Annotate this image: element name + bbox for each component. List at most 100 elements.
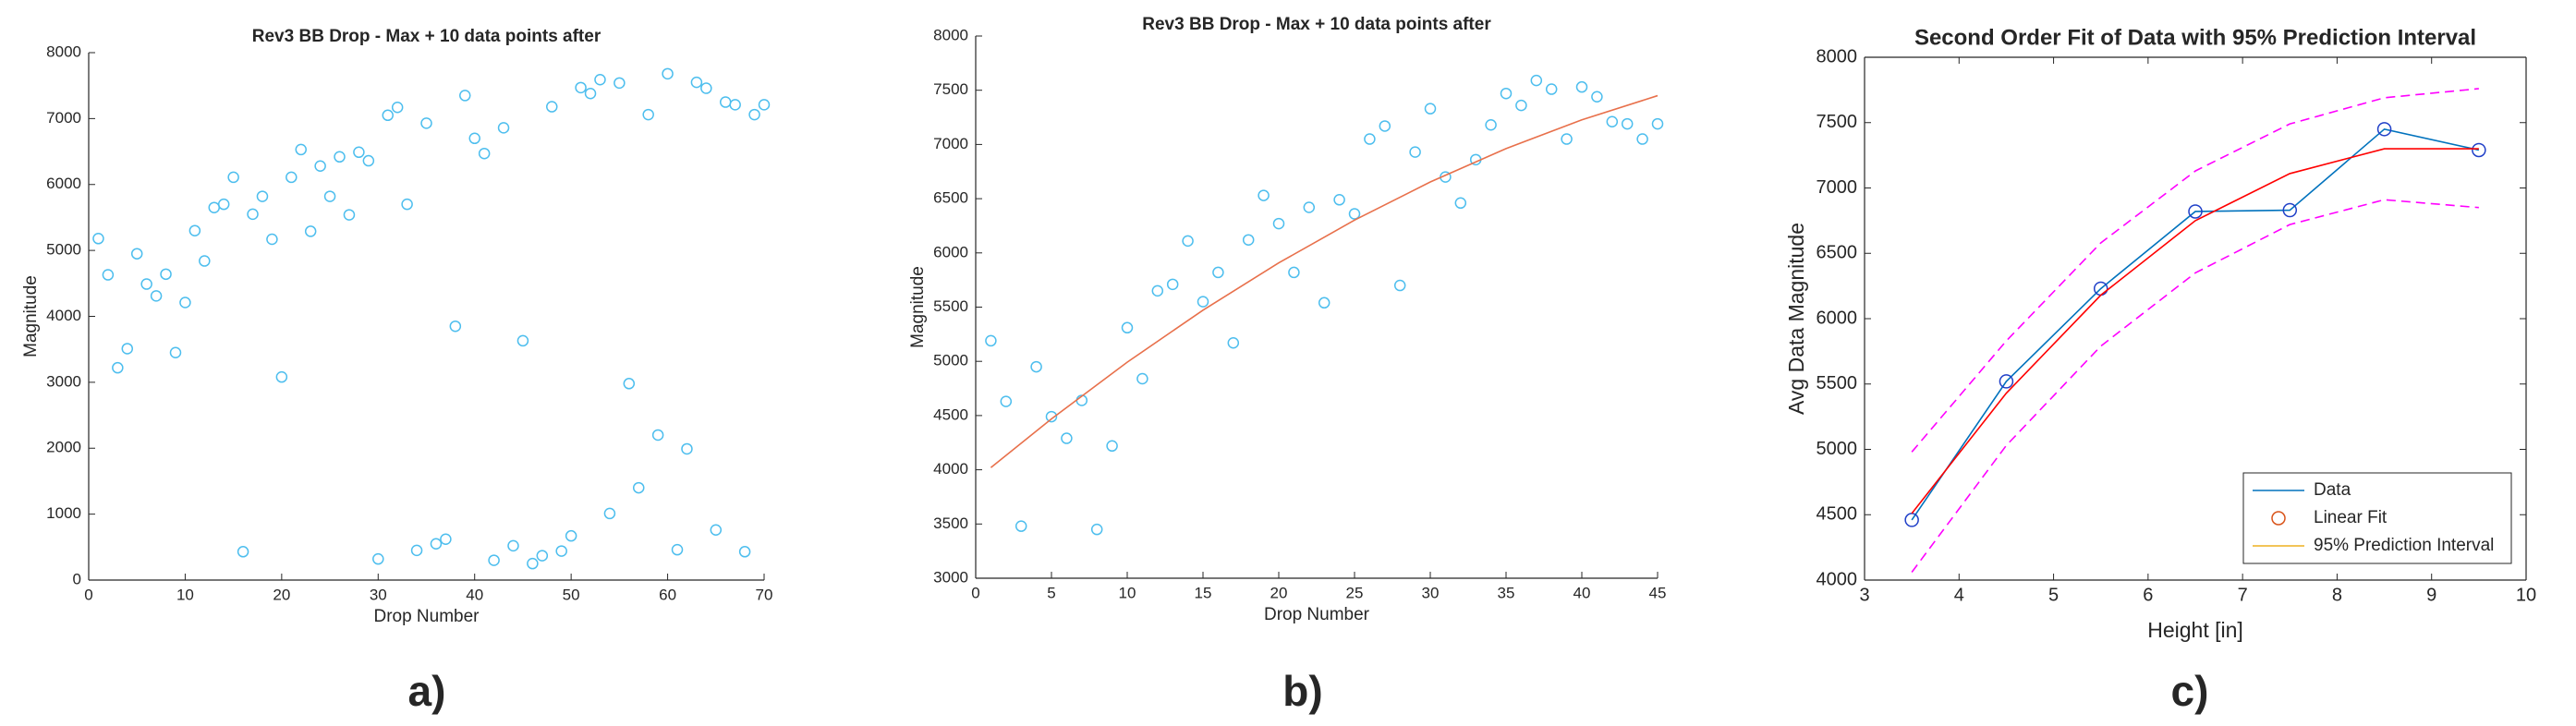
data-point (1999, 374, 2014, 389)
data-point (507, 539, 519, 552)
y-tick-label: 7000 (933, 135, 968, 152)
y-tick-label: 7000 (46, 109, 81, 127)
y-tick-label: 3500 (933, 514, 968, 532)
data-point (603, 507, 616, 520)
legend-label: Linear Fit (2314, 508, 2388, 527)
series-line (1911, 88, 2479, 453)
x-tick-label: 10 (2516, 585, 2536, 605)
data-point (150, 290, 163, 302)
data-point (217, 198, 230, 211)
y-tick-label: 5500 (1817, 373, 1858, 393)
x-tick-label: 9 (2426, 585, 2436, 605)
data-point (237, 546, 249, 558)
data-point (199, 255, 211, 267)
data-point (690, 76, 703, 89)
series-line (1911, 148, 2479, 514)
legend-label: Data (2314, 480, 2351, 500)
data-point (1364, 133, 1376, 145)
chart-title: Rev3 BB Drop - Max + 10 data points afte… (252, 27, 601, 46)
data-point (227, 171, 239, 184)
y-tick-label: 6500 (933, 189, 968, 207)
y-tick-label: 5000 (46, 241, 81, 259)
x-tick-label: 60 (659, 586, 676, 603)
x-tick-label: 0 (971, 584, 979, 601)
y-tick-label: 7000 (1817, 177, 1858, 198)
data-point (286, 171, 298, 184)
data-point (594, 74, 606, 86)
data-point (1000, 395, 1013, 407)
x-tick-label: 7 (2238, 585, 2248, 605)
data-point (1061, 432, 1073, 444)
data-point (478, 147, 491, 160)
data-point (527, 557, 539, 570)
data-point (1045, 410, 1058, 423)
data-point (304, 225, 317, 237)
data-point (449, 320, 462, 333)
series-line (990, 94, 1659, 468)
data-point (2188, 204, 2203, 219)
data-point (1136, 372, 1148, 385)
x-tick-label: 25 (1346, 584, 1364, 601)
data-point (632, 481, 645, 494)
data-point (102, 269, 115, 281)
legend-box (2242, 472, 2512, 564)
data-point (1545, 83, 1558, 95)
x-tick-label: 40 (466, 586, 483, 603)
data-point (1030, 360, 1042, 373)
data-point (1515, 99, 1527, 112)
data-point (1379, 120, 1391, 132)
x-tick-label: 4 (1954, 585, 1964, 605)
data-point (208, 201, 221, 213)
x-tick-label: 0 (84, 586, 92, 603)
data-point (1212, 266, 1224, 279)
data-point (468, 132, 480, 145)
data-point (430, 538, 443, 550)
data-point (112, 361, 124, 374)
data-point (130, 248, 143, 260)
data-point (92, 233, 104, 245)
data-point (1651, 117, 1664, 130)
data-point (671, 543, 684, 556)
data-point (266, 233, 278, 246)
x-tick-label: 40 (1574, 584, 1591, 601)
data-point (372, 552, 384, 565)
data-point (1454, 197, 1467, 210)
data-point (1121, 321, 1134, 334)
x-tick-label: 30 (1422, 584, 1440, 601)
data-point (1272, 217, 1285, 230)
y-tick-label: 6000 (1817, 308, 1858, 328)
x-tick-label: 10 (176, 586, 194, 603)
x-tick-label: 30 (370, 586, 387, 603)
y-tick-label: 7500 (1817, 112, 1858, 132)
data-point (459, 90, 471, 102)
y-tick-label: 6000 (46, 175, 81, 192)
y-axis-label: Magnitude (908, 266, 928, 348)
data-point (488, 554, 500, 566)
y-tick-label: 6000 (933, 243, 968, 260)
y-tick-label: 1000 (46, 504, 81, 522)
data-point (575, 81, 587, 94)
data-point (584, 88, 597, 100)
data-point (1318, 296, 1331, 309)
y-tick-label: 3000 (933, 568, 968, 586)
data-point (1303, 201, 1316, 213)
x-tick-label: 20 (273, 586, 290, 603)
data-point (1242, 234, 1255, 246)
x-tick-label: 3 (1859, 585, 1869, 605)
data-point (681, 442, 693, 455)
data-point (382, 109, 394, 122)
series-line-lower (1911, 199, 2479, 573)
x-tick-label: 35 (1498, 584, 1515, 601)
x-tick-label: 20 (1270, 584, 1288, 601)
data-point (662, 67, 674, 80)
data-point (497, 122, 510, 134)
data-point (2472, 142, 2486, 158)
y-tick-label: 4000 (46, 307, 81, 324)
y-tick-label: 5500 (933, 297, 968, 315)
data-point (719, 96, 732, 108)
chart-title: Rev3 BB Drop - Max + 10 data points afte… (1142, 15, 1491, 34)
panel-caption: c) (2171, 667, 2209, 715)
data-point (2376, 122, 2392, 137)
data-point (1227, 336, 1240, 349)
x-tick-label: 50 (563, 586, 580, 603)
